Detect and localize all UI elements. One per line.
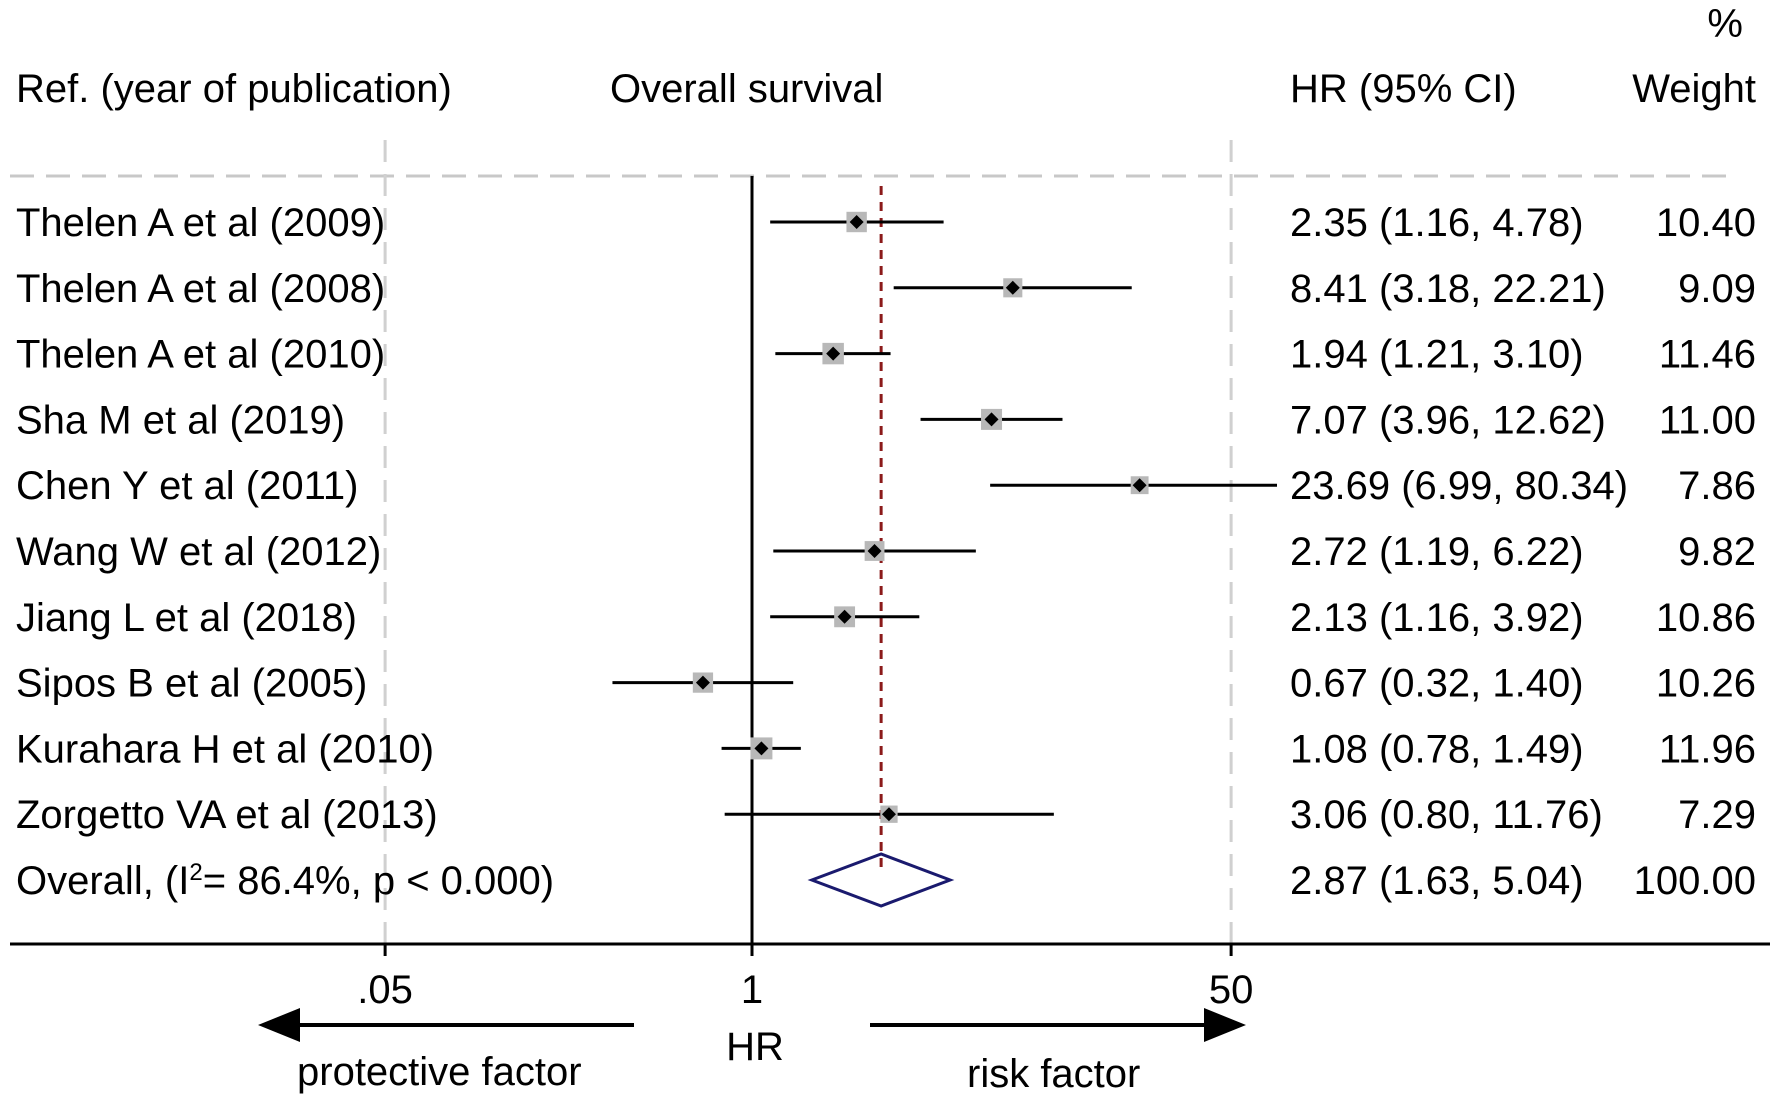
study-label: Kurahara H et al (2010) (16, 727, 434, 771)
study-row: Thelen A et al (2009) 2.35 (1.16, 4.78) 10… (16, 201, 1756, 245)
header-weight: Weight (1632, 67, 1756, 111)
x-tick-label: .05 (357, 968, 413, 1012)
protective-factor-label: protective factor (297, 1050, 582, 1094)
study-label: Zorgetto VA et al (2013) (16, 793, 438, 837)
point-estimate (695, 675, 710, 690)
study-label: Sha M et al (2019) (16, 398, 345, 442)
point-estimate (837, 609, 852, 624)
risk-factor-label: risk factor (967, 1052, 1140, 1095)
grid-lines (383, 140, 1233, 944)
study-weight-text: 7.86 (1678, 464, 1756, 508)
study-row: Zorgetto VA et al (2013) 3.06 (0.80, 11.7… (16, 793, 1756, 837)
study-ci-text: 1.94 (1.21, 3.10) (1290, 333, 1584, 377)
point-estimate (849, 215, 864, 229)
x-tick-label: 1 (741, 968, 763, 1012)
x-axis-ticks: .05 1 50 (357, 944, 1253, 1012)
risk-arrow-head (1204, 1008, 1246, 1042)
study-row: Wang W et al (2012) 2.72 (1.19, 6.22) 9.82 (16, 530, 1756, 574)
study-ci-text: 2.13 (1.16, 3.92) (1290, 596, 1584, 640)
study-weight-text: 11.96 (1659, 727, 1756, 771)
study-ci-text: 2.72 (1.19, 6.22) (1290, 530, 1584, 574)
study-label: Chen Y et al (2011) (16, 464, 358, 508)
study-row: Jiang L et al (2018) 2.13 (1.16, 3.92) 10.… (16, 596, 1756, 640)
study-label: Thelen A et al (2010) (16, 333, 385, 377)
point-estimate (826, 346, 841, 361)
study-row: Thelen A et al (2008) 8.41 (3.18, 22.21) 9… (16, 267, 1756, 311)
study-weight-text: 9.09 (1678, 267, 1756, 311)
header-outcome: Overall survival (610, 67, 883, 111)
point-estimate (881, 807, 896, 822)
x-axis-label: HR (726, 1025, 784, 1069)
header-weight-percent: % (1707, 2, 1743, 46)
study-ci-text: 3.06 (0.80, 11.76) (1290, 793, 1603, 837)
study-ci-text: 0.67 (0.32, 1.40) (1290, 662, 1584, 706)
study-weight-text: 7.29 (1678, 793, 1756, 837)
study-label: Wang W et al (2012) (16, 530, 381, 574)
study-rows: Thelen A et al (2009) 2.35 (1.16, 4.78) 10… (16, 201, 1756, 837)
study-row: Kurahara H et al (2010) 1.08 (0.78, 1.49)… (16, 727, 1756, 771)
study-row: Chen Y et al (2011) 23.69 (6.99, 80.34) 7.… (16, 464, 1756, 508)
point-estimate (984, 412, 999, 427)
header-ref: Ref. (year of publication) (16, 67, 452, 111)
study-ci-text: 23.69 (6.99, 80.34) (1290, 464, 1628, 508)
protective-arrow-head (258, 1008, 300, 1042)
overall-weight-text: 100.00 (1634, 859, 1756, 903)
study-label: Thelen A et al (2008) (16, 267, 385, 311)
study-weight-text: 10.26 (1656, 662, 1756, 706)
header-hr-ci: HR (95% CI) (1290, 67, 1517, 111)
point-estimate (1132, 478, 1147, 493)
study-row: Sipos B et al (2005) 0.67 (0.32, 1.40) 10.… (16, 662, 1756, 706)
study-ci-text: 8.41 (3.18, 22.21) (1290, 267, 1606, 311)
point-estimate (1005, 280, 1020, 295)
study-weight-text: 11.46 (1659, 333, 1756, 377)
study-weight-text: 10.40 (1656, 201, 1756, 245)
study-row: Sha M et al (2019) 7.07 (3.96, 12.62) 11.0… (16, 398, 1756, 442)
overall-label: Overall, (I2= 86.4%, p < 0.000) (16, 859, 554, 903)
point-estimate (867, 544, 882, 558)
overall-label-superscript: 2 (189, 859, 202, 886)
study-ci-text: 2.35 (1.16, 4.78) (1290, 201, 1584, 245)
overall-ci-text: 2.87 (1.63, 5.04) (1290, 859, 1584, 903)
study-label: Jiang L et al (2018) (16, 596, 357, 640)
study-weight-text: 9.82 (1678, 530, 1756, 574)
study-label: Sipos B et al (2005) (16, 662, 367, 706)
x-tick-label: 50 (1209, 968, 1254, 1012)
study-label: Thelen A et al (2009) (16, 201, 385, 245)
study-weight-text: 11.00 (1659, 398, 1756, 442)
study-ci-text: 1.08 (0.78, 1.49) (1290, 727, 1584, 771)
overall-diamond (807, 852, 955, 908)
study-weight-text: 10.86 (1656, 596, 1756, 640)
study-ci-text: 7.07 (3.96, 12.62) (1290, 398, 1606, 442)
study-row: Thelen A et al (2010) 1.94 (1.21, 3.10) 11… (16, 333, 1756, 377)
overall-label-suffix: = 86.4%, p < 0.000) (203, 859, 554, 903)
point-estimate (754, 741, 769, 756)
overall-row: Overall, (I2= 86.4%, p < 0.000) 2.87 (1.… (16, 852, 1756, 908)
